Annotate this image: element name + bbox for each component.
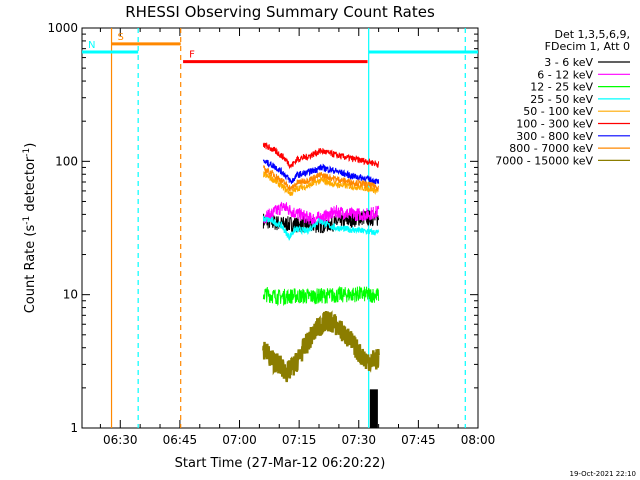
- legend-label: 800 - 7000 keV: [509, 142, 593, 155]
- x-tick-label: 07:15: [282, 433, 317, 447]
- annotation-label-f: F: [189, 50, 195, 61]
- legend-header-line-1: Det 1,3,5,6,9,: [554, 28, 630, 41]
- series-line: [262, 159, 380, 185]
- x-tick-label: 08:00: [461, 433, 496, 447]
- x-axis-label: Start Time (27-Mar-12 06:20:22): [175, 456, 386, 471]
- legend-label: 12 - 25 keV: [530, 81, 593, 94]
- y-axis-label: Count Rate (s-1 detector-1): [22, 143, 38, 314]
- x-tick-label: 07:45: [401, 433, 436, 447]
- footer-timestamp: 19-Oct-2021 22:10: [570, 470, 636, 478]
- legend-label: 50 - 100 keV: [523, 105, 593, 118]
- x-tick-label: 06:45: [163, 433, 198, 447]
- plot-area: 1 10 100 1000 06:30 06:45 07:00 07:15 07:30 07:45…: [47, 21, 495, 447]
- y-label-sup1: -1: [22, 216, 32, 225]
- chart-title: RHESSI Observing Summary Count Rates: [125, 3, 435, 21]
- y-label-main: Count Rate (s: [23, 225, 38, 314]
- axes-frame: [81, 27, 479, 429]
- x-tick-label: 07:00: [222, 433, 257, 447]
- y-label-end: ): [23, 143, 38, 148]
- legend-label: 300 - 800 keV: [516, 130, 593, 143]
- y-tick-label: 10: [63, 288, 78, 302]
- series-line: [262, 285, 380, 307]
- y-tick-label: 100: [55, 154, 78, 168]
- series-line: [262, 171, 379, 196]
- series-line: [262, 215, 380, 241]
- y-tick-label: 1000: [47, 21, 78, 35]
- low-count-block: [369, 389, 378, 428]
- y-label-sup2: -1: [22, 148, 32, 157]
- legend-label: 7000 - 15000 keV: [495, 154, 593, 167]
- legend-label: 25 - 50 keV: [530, 93, 593, 106]
- x-tick-label: 07:30: [341, 433, 376, 447]
- annotation-label-n: N: [88, 40, 95, 51]
- series-line: [262, 141, 380, 170]
- legend-label: 3 - 6 keV: [544, 56, 593, 69]
- y-tick-label: 1: [70, 421, 78, 435]
- legend-label: 100 - 300 keV: [516, 118, 593, 131]
- legend-header-line-2: FDecim 1, Att 0: [545, 40, 630, 53]
- annotation-label-s: S: [118, 32, 124, 43]
- x-tick-label: 06:30: [103, 433, 138, 447]
- y-label-mid: detector: [23, 156, 38, 216]
- series-line: [263, 165, 380, 191]
- series-line: [262, 310, 380, 383]
- legend-label: 6 - 12 keV: [537, 68, 593, 81]
